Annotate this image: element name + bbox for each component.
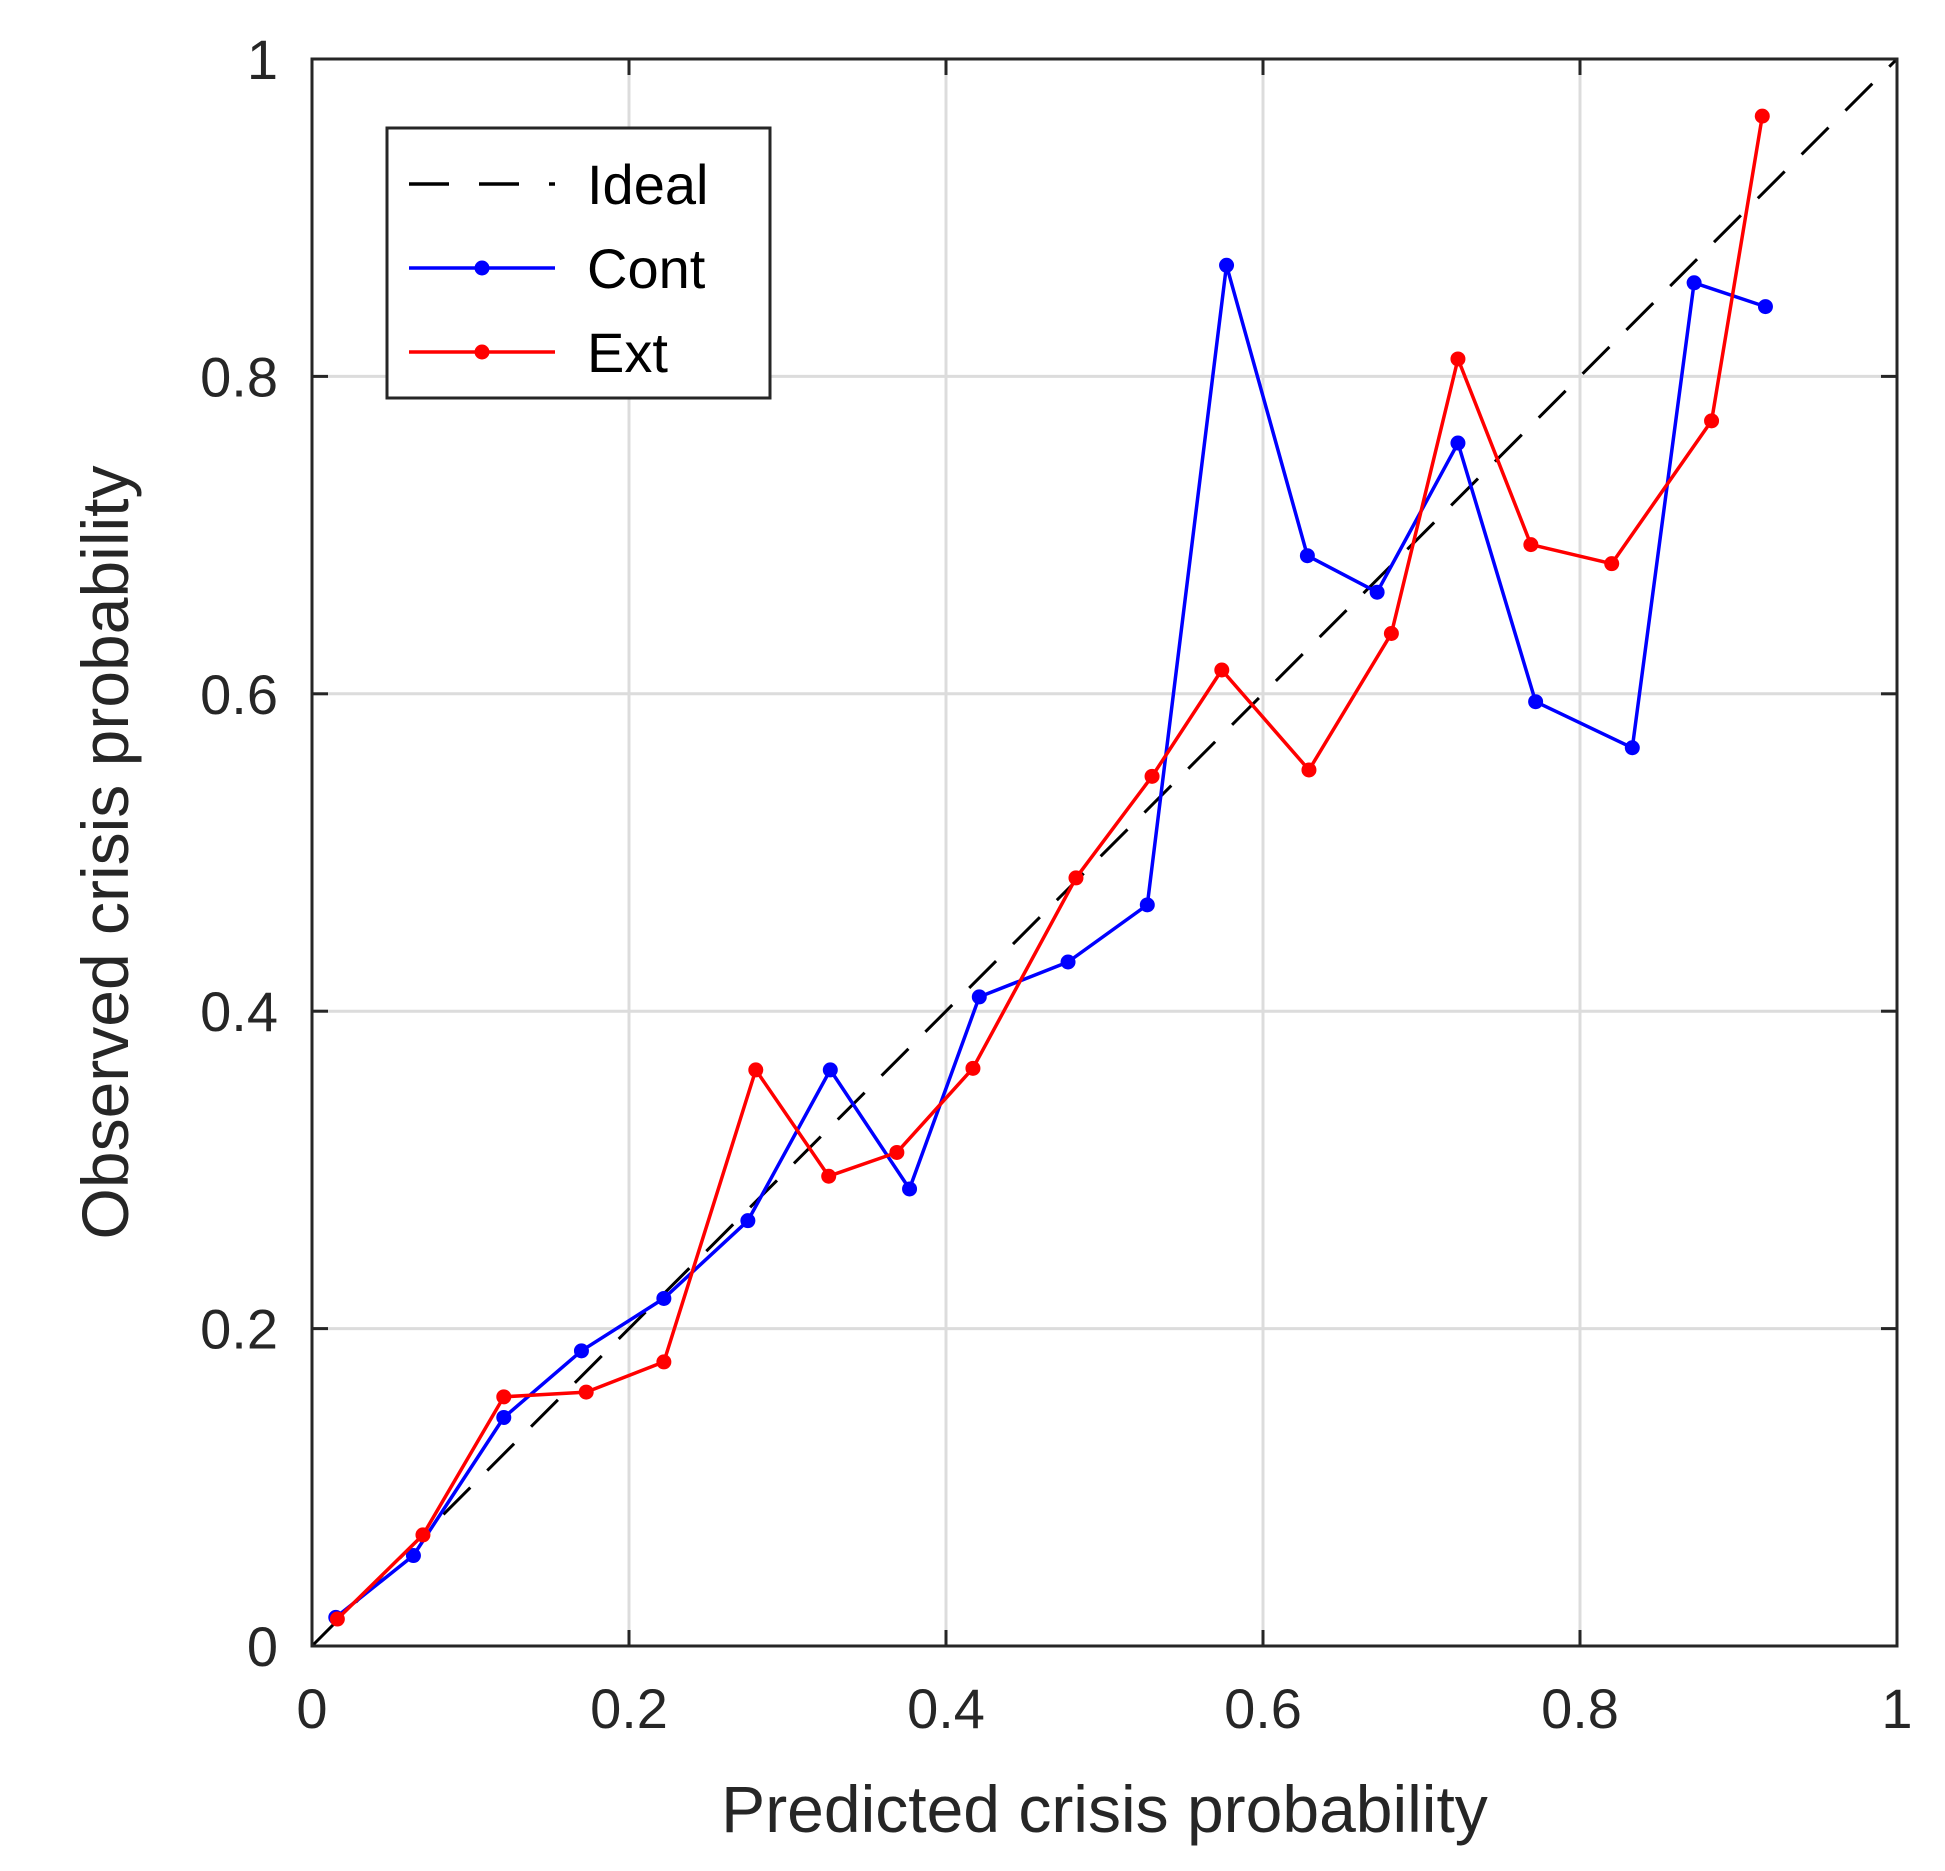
x-tick-label: 1 — [1881, 1677, 1912, 1740]
plot-frame — [310, 57, 1899, 1648]
legend-marker-cont — [474, 260, 490, 276]
series-ext-point — [1754, 108, 1770, 124]
legend-marker-ext — [474, 344, 490, 360]
series-ext-point — [748, 1062, 764, 1078]
y-axis-label: Observed crisis probability — [68, 466, 142, 1240]
series-cont-point — [496, 1409, 512, 1425]
series-ext-point — [889, 1144, 905, 1160]
series-ext-point — [1450, 351, 1466, 367]
y-tick-label: 0 — [247, 1615, 278, 1678]
y-tick-label: 1 — [247, 28, 278, 91]
series-cont-point — [1528, 694, 1544, 710]
series-cont-point — [1139, 897, 1155, 913]
series-cont-point — [1686, 275, 1702, 291]
series-cont-point — [1624, 740, 1640, 756]
series-ext-point — [1214, 662, 1230, 678]
y-tick-label: 0.2 — [200, 1298, 278, 1361]
series-cont-point — [1757, 299, 1773, 315]
legend-label-ideal: Ideal — [587, 153, 708, 216]
series-cont-point — [1219, 257, 1235, 273]
series-cont-point — [1450, 435, 1466, 451]
series-ext-point — [415, 1527, 431, 1543]
series-ext-point — [578, 1384, 594, 1400]
legend-label-ext: Ext — [587, 321, 668, 384]
x-tick-label: 0.4 — [907, 1677, 985, 1740]
series-ext-point — [656, 1354, 672, 1370]
series-ext-point — [1383, 625, 1399, 641]
x-axis-label: Predicted crisis probability — [721, 1772, 1488, 1846]
series-layer — [310, 57, 1899, 1648]
series-cont-point — [405, 1548, 421, 1564]
x-tick-label: 0 — [296, 1677, 327, 1740]
series-ext-point — [1704, 413, 1720, 429]
x-tick-label: 0.8 — [1541, 1677, 1619, 1740]
tick-labels: 0 0.2 0.4 0.6 0.8 1 0 0.2 0.4 0.6 0.8 1 — [200, 28, 1912, 1740]
series-ext-point — [1604, 556, 1620, 572]
series-ideal — [310, 57, 1899, 1648]
series-cont-point — [971, 989, 987, 1005]
grid-lines — [312, 59, 1897, 1646]
series-ext-point — [329, 1611, 345, 1627]
tick-marks — [310, 57, 1899, 1648]
series-ext-point — [1144, 768, 1160, 784]
series-cont-point — [573, 1343, 589, 1359]
series-cont-point — [740, 1213, 756, 1229]
y-tick-label: 0.4 — [200, 980, 278, 1043]
series-ext-point — [965, 1060, 981, 1076]
legend: Ideal Cont Ext — [385, 126, 772, 400]
series-cont-point — [822, 1062, 838, 1078]
series-ext-point — [1068, 870, 1084, 886]
series-cont-point — [1060, 954, 1076, 970]
series-ext — [329, 108, 1770, 1627]
series-ideal-line — [310, 57, 1899, 1648]
series-cont-point — [656, 1290, 672, 1306]
y-tick-label: 0.8 — [200, 345, 278, 408]
series-ext-point — [496, 1389, 512, 1405]
legend-box — [385, 126, 772, 400]
x-tick-label: 0.6 — [1224, 1677, 1302, 1740]
series-ext-point — [1523, 537, 1539, 553]
series-ext-point — [1301, 762, 1317, 778]
series-cont-point — [902, 1181, 918, 1197]
series-ext-point — [821, 1168, 837, 1184]
series-cont-point — [1369, 584, 1385, 600]
x-tick-label: 0.2 — [590, 1677, 668, 1740]
y-tick-label: 0.6 — [200, 663, 278, 726]
legend-label-cont: Cont — [587, 237, 706, 300]
series-cont-point — [1299, 548, 1315, 564]
